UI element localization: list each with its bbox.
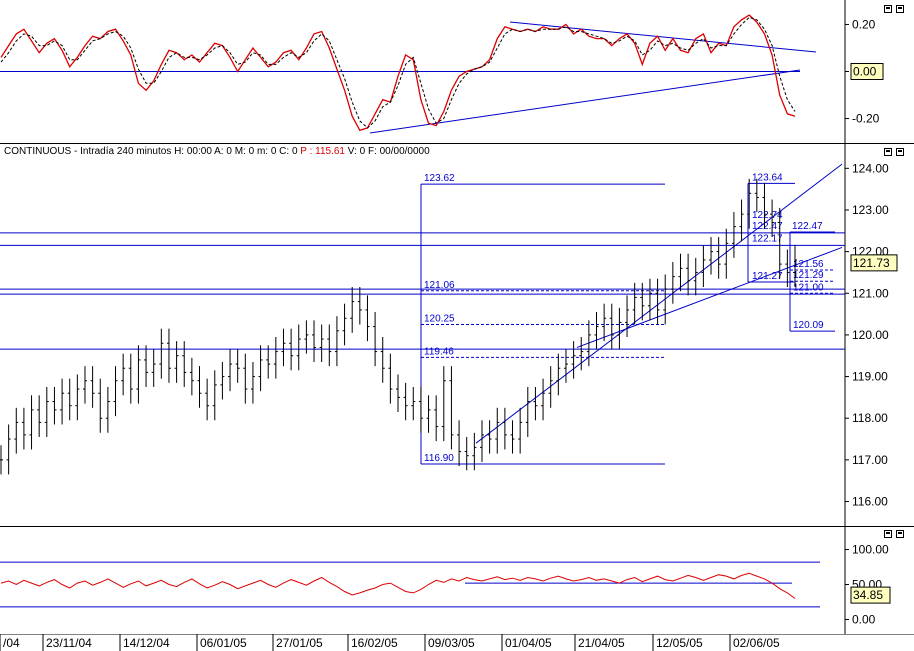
date-readout: F: 00/00/0000: [367, 146, 430, 157]
oscillator-line: [0, 14, 796, 132]
trendline: [576, 246, 843, 348]
oscillator-chart: 0.200.00-0.200.00: [0, 0, 884, 143]
y-tick-label: 123.00: [852, 203, 889, 217]
fib-level-label: 121.00: [793, 282, 824, 293]
date-tick-label: 21/04/05: [578, 636, 625, 650]
date-tick-label: 14/12/04: [123, 636, 170, 650]
y-tick-label: 100.00: [852, 543, 889, 557]
fib-level-label: 121.29: [793, 270, 824, 281]
price-readout: P : 115.61: [300, 146, 345, 157]
fib-level-label: 116.90: [424, 453, 454, 464]
date-tick-label: 01/04/05: [505, 636, 552, 650]
y-tick-label: 116.00: [852, 495, 888, 509]
date-tick-label: 12/05/05: [656, 636, 703, 650]
current-value-label: 34.85: [853, 588, 883, 602]
date-tick-label: 23/11/04: [46, 636, 92, 650]
fib-level-label: 122.47: [792, 221, 823, 232]
high-readout: H: 00:00: [174, 146, 212, 157]
date-tick-label: 06/01/05: [200, 636, 247, 650]
current-value-label: 0.00: [853, 65, 877, 79]
chart-header: CONTINUOUS - Intradía 240 minutos H: 00:…: [4, 146, 430, 157]
y-tick-label: 124.00: [852, 161, 889, 175]
volume-readout: V: 0: [347, 146, 366, 157]
date-axis: /04 23/11/04 14/12/04 06/01/05 27/01/05 16/02…: [0, 634, 914, 651]
y-tick-label: 121.00: [852, 286, 889, 300]
date-tick-label: 16/02/05: [351, 636, 398, 650]
y-tick-label: -0.20: [852, 112, 880, 126]
interval-label: Intradía 240 minutos: [80, 146, 172, 157]
rsi-line: [0, 572, 796, 599]
y-tick-label: 0.00: [852, 613, 876, 627]
open-readout: A: 0: [214, 146, 232, 157]
current-value-box: [850, 254, 898, 272]
maximize-panel-icon[interactable]: [896, 148, 904, 156]
fib-level-label: 120.09: [793, 320, 824, 331]
price-chart: 124.00123.00122.00121.00120.00119.00118.…: [0, 143, 898, 526]
max-readout: M: 0: [234, 146, 255, 157]
min-readout: m: 0: [256, 146, 277, 157]
current-value-box: [850, 586, 891, 604]
fib-level-label: 121.56: [793, 259, 824, 270]
date-tick-label: 09/03/05: [428, 636, 475, 650]
fib-level-label: 120.25: [424, 314, 455, 325]
fib-level-label: 121.27: [752, 271, 783, 282]
date-tick-label: 02/06/05: [733, 636, 780, 650]
fib-level-label: 119.46: [424, 346, 454, 357]
oscillator-panel: 0.200.00-0.200.00: [0, 0, 914, 143]
price-panel: CONTINUOUS - Intradía 240 minutos H: 00:…: [0, 143, 914, 526]
y-tick-label: 0.20: [852, 17, 876, 31]
date-tick-label: /04: [3, 636, 20, 650]
current-value-box: [850, 63, 884, 80]
close-readout: C: 0: [279, 146, 298, 157]
fib-level-label: 121.06: [424, 280, 455, 291]
minimize-panel-icon[interactable]: [884, 148, 892, 156]
maximize-panel-icon[interactable]: [896, 530, 904, 538]
symbol-label: CONTINUOUS: [4, 146, 72, 157]
y-tick-label: 118.00: [852, 411, 888, 425]
trendline: [369, 69, 801, 134]
minimize-panel-icon[interactable]: [884, 5, 892, 13]
y-tick-label: 120.00: [852, 328, 889, 342]
panel-divider: [0, 143, 914, 144]
rsi-panel: 100.00 50.00 0.00 34.85: [0, 526, 914, 634]
maximize-panel-icon[interactable]: [896, 5, 904, 13]
fib-level-label: 122.17: [752, 234, 783, 245]
date-axis-chart: /04 23/11/04 14/12/04 06/01/05 27/01/05 16/02…: [0, 634, 914, 651]
y-tick-label: 119.00: [852, 370, 888, 384]
date-tick-label: 27/01/05: [276, 636, 323, 650]
fib-level-label: 122.47: [752, 221, 783, 232]
fib-level-label: 122.74: [752, 210, 783, 221]
fib-level-label: 123.64: [752, 172, 783, 183]
y-tick-label: 117.00: [852, 453, 888, 467]
signal-line: [0, 16, 796, 129]
panel-divider: [0, 526, 914, 527]
fib-level-label: 123.62: [424, 173, 455, 184]
current-value-label: 121.73: [853, 256, 890, 270]
trendline: [475, 163, 843, 444]
minimize-panel-icon[interactable]: [884, 530, 892, 538]
